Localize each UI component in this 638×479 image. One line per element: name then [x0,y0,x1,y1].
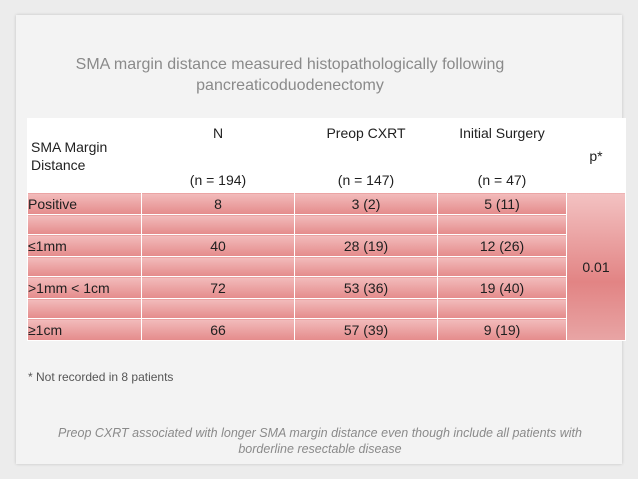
row-n: 40 [141,234,295,257]
row-label: >1mm < 1cm [27,276,142,299]
table-row: >1mm < 1cm 72 53 (36) 19 (40) [27,276,626,299]
header-label-line2: Distance [31,156,86,173]
table-header-row: SMA Margin Distance N (n = 194) Preop CX… [27,118,626,193]
header-n-cell: N (n = 194) [141,118,295,193]
header-preop-sub: (n = 147) [337,172,395,188]
footnote: * Not recorded in 8 patients [28,370,174,384]
header-n-sub: (n = 194) [189,172,247,188]
row-preop: 28 (19) [294,234,438,257]
header-surgery-sub: (n = 47) [477,172,527,188]
table-row: Positive 8 3 (2) 5 (11) 0.01 [27,192,626,341]
header-surgery-cell: Initial Surgery (n = 47) [437,118,567,193]
row-label: ≥1cm [27,318,142,341]
header-label-line1: SMA Margin [31,138,108,155]
p-value: 0.01 [566,192,626,341]
table-row: ≤1mm 40 28 (19) 12 (26) [27,234,626,257]
row-preop: 57 (39) [294,318,438,341]
conclusion-text: Preop CXRT associated with longer SMA ma… [58,426,582,456]
row-n: 66 [141,318,295,341]
slide-title: SMA margin distance measured histopathol… [75,56,505,94]
spacer-row [27,256,626,277]
row-surgery: 19 (40) [437,276,567,299]
header-n: N [212,125,224,141]
row-surgery: 9 (19) [437,318,567,341]
header-p: p* [566,118,626,193]
table-row: ≥1cm 66 57 (39) 9 (19) [27,318,626,341]
row-preop: 53 (36) [294,276,438,299]
row-label: ≤1mm [27,234,142,257]
row-n: 72 [141,276,295,299]
spacer-row [27,214,626,235]
header-label-cell: SMA Margin Distance [27,118,142,193]
header-preop-cell: Preop CXRT (n = 147) [294,118,438,193]
row-surgery: 5 (11) [437,192,567,215]
header-preop: Preop CXRT [326,125,406,141]
header-surgery: Initial Surgery [459,125,545,141]
row-surgery: 12 (26) [437,234,567,257]
row-n: 8 [141,192,295,215]
spacer-row [27,298,626,319]
row-label: Positive [27,192,142,215]
row-preop: 3 (2) [294,192,438,215]
results-table: SMA Margin Distance N (n = 194) Preop CX… [27,118,626,341]
